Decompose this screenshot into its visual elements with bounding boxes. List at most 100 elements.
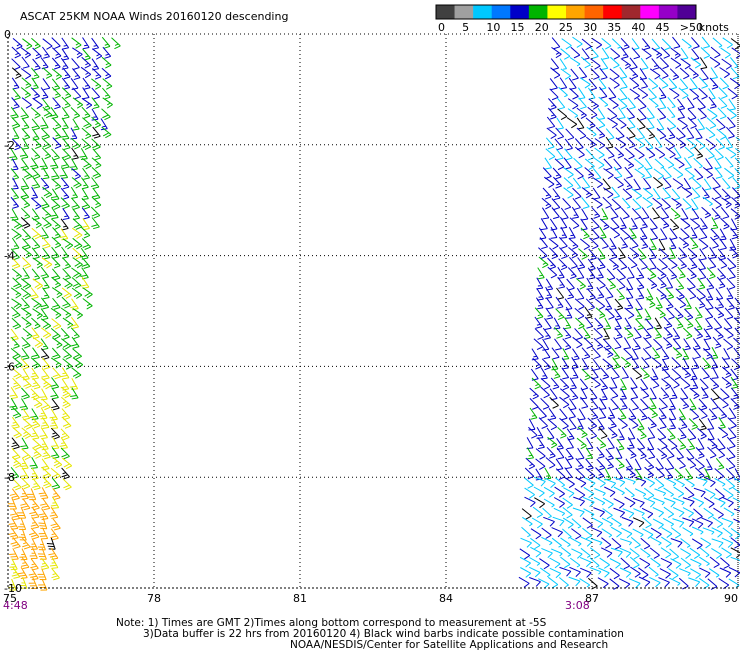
barb-shaft: [542, 198, 551, 206]
barb-shaft: [624, 349, 633, 357]
barb-shaft: [715, 478, 726, 484]
wind-barb: [683, 288, 696, 301]
wind-barb: [679, 328, 692, 341]
barb-shaft: [586, 448, 593, 458]
barb-shaft: [62, 118, 68, 128]
barb-shaft: [660, 58, 668, 67]
wind-barb: [27, 238, 39, 251]
barb-shaft: [557, 288, 564, 298]
wind-barb: [594, 79, 606, 92]
barb-shaft: [536, 459, 545, 466]
barb-shaft: [614, 338, 621, 347]
wind-barb: [641, 319, 653, 332]
wind-barb: [522, 458, 535, 470]
wind-barb: [633, 118, 646, 131]
wind-barb: [706, 378, 719, 391]
barb-flag: [36, 222, 39, 225]
wind-barb: [653, 108, 665, 121]
barb-shaft: [677, 128, 685, 137]
wind-barb: [655, 229, 667, 242]
barb-shaft: [653, 498, 664, 502]
barb-shaft: [62, 458, 71, 466]
barb-shaft: [592, 198, 602, 205]
wind-barb: [701, 319, 713, 332]
wind-barb: [623, 478, 635, 485]
barb-flag: [642, 175, 645, 178]
barb-shaft: [687, 139, 696, 146]
legend-swatch: [677, 5, 696, 19]
wind-barb: [617, 208, 630, 221]
barb-shaft: [667, 118, 676, 126]
barb-shaft: [52, 338, 62, 345]
barb-shaft: [568, 109, 578, 116]
barb-shaft: [51, 328, 60, 336]
legend-swatch: [659, 5, 678, 19]
barb-shaft: [73, 98, 83, 105]
barb-shaft: [52, 288, 62, 295]
wind-barb: [613, 118, 626, 130]
wind-barb: [59, 349, 72, 361]
barb-shaft: [555, 487, 565, 494]
wind-barb: [617, 367, 628, 380]
barb-shaft: [632, 39, 639, 49]
wind-barb: [666, 88, 679, 100]
barb-shaft: [681, 48, 688, 58]
barb-shaft: [698, 438, 704, 448]
wind-barb: [58, 339, 71, 351]
barb-flag: [56, 313, 59, 316]
barb-shaft: [723, 488, 733, 495]
wind-barb: [587, 228, 599, 241]
wind-barb: [672, 279, 684, 292]
wind-barb: [571, 308, 584, 320]
barb-shaft: [606, 129, 614, 138]
wind-barb: [562, 288, 574, 301]
barb-shaft: [582, 209, 588, 219]
wind-barb: [532, 477, 545, 487]
wind-barb: [569, 337, 582, 349]
wind-barb: [612, 487, 624, 495]
barb-shaft: [529, 419, 535, 430]
wind-barb: [709, 188, 722, 201]
barb-shaft: [621, 208, 629, 217]
barb-shaft: [83, 299, 93, 306]
barb-shaft: [690, 219, 699, 226]
barb-shaft: [22, 39, 32, 46]
barb-shaft: [71, 268, 81, 275]
wind-barb: [623, 267, 634, 280]
barb-shaft: [624, 338, 630, 348]
barb-shaft: [555, 139, 563, 148]
wind-barb: [36, 569, 46, 582]
wind-barb: [531, 329, 544, 342]
wind-barb: [624, 409, 636, 422]
wind-barb: [593, 489, 605, 497]
barb-shaft: [707, 289, 713, 299]
wind-barb: [626, 248, 639, 260]
barb-shaft: [655, 318, 661, 328]
barb-shaft: [659, 398, 667, 407]
barb-shaft: [705, 489, 716, 495]
legend-swatch: [547, 5, 566, 19]
wind-barb: [676, 68, 689, 80]
wind-barb: [562, 429, 574, 442]
wind-barb: [591, 158, 604, 170]
barb-shaft: [73, 88, 81, 97]
barb-shaft: [543, 508, 552, 516]
barb-shaft: [700, 58, 707, 68]
barb-shaft: [658, 429, 666, 438]
wind-barb: [714, 257, 727, 270]
wind-barb: [636, 237, 648, 250]
wind-barb: [654, 239, 665, 252]
wind-barb: [633, 98, 646, 111]
barb-shaft: [578, 448, 584, 458]
barb-shaft: [669, 78, 677, 87]
wind-barb: [537, 387, 550, 400]
wind-barb: [699, 339, 710, 352]
wind-barb: [67, 299, 79, 312]
barb-shaft: [563, 198, 571, 207]
barb-flag: [580, 500, 584, 506]
barb-shaft: [561, 69, 571, 76]
barb-shaft: [576, 468, 585, 476]
wind-barb: [732, 137, 740, 149]
barb-shaft: [538, 248, 547, 256]
